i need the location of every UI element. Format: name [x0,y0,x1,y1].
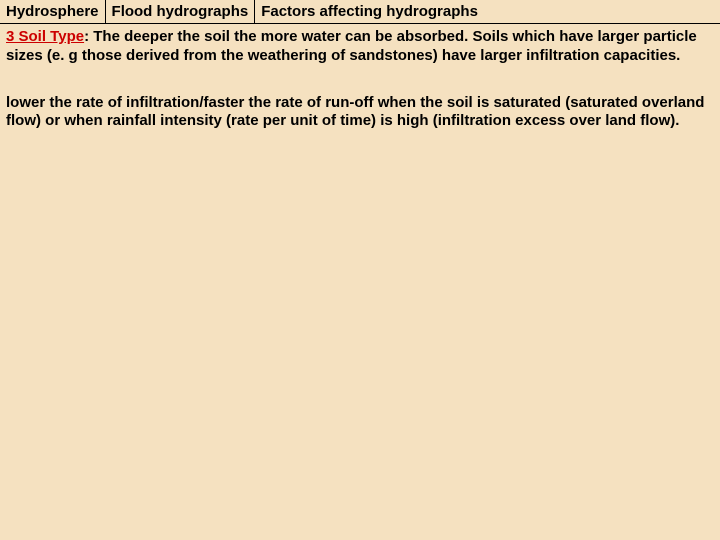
section-heading: 3 Soil Type [6,28,84,45]
breadcrumb-item-hydrosphere: Hydrosphere [0,0,106,23]
slide-content: 3 Soil Type: The deeper the soil the mor… [0,24,720,131]
paragraph-infiltration: lower the rate of infiltration/faster th… [6,94,714,132]
breadcrumb-item-factors: Factors affecting hydrographs [255,0,720,23]
paragraph-soil-type-text: : The deeper the soil the more water can… [6,28,697,64]
breadcrumb-item-flood-hydrographs: Flood hydrographs [106,0,256,23]
paragraph-soil-type: 3 Soil Type: The deeper the soil the mor… [6,28,714,66]
breadcrumb-header: Hydrosphere Flood hydrographs Factors af… [0,0,720,24]
